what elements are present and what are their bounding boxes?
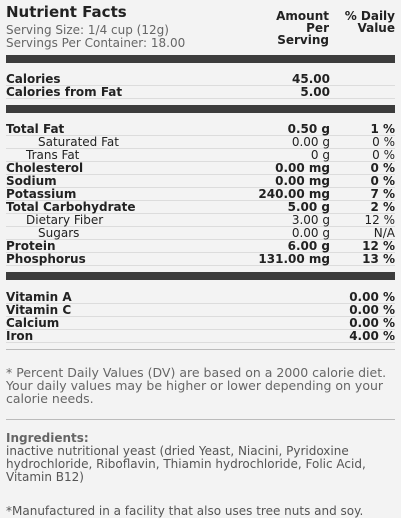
nutrient-name: Vitamin A	[6, 290, 72, 304]
amount: 5.00	[300, 85, 330, 99]
nutrient-name: Dietary Fiber	[26, 213, 104, 227]
amount: 45.00	[292, 72, 330, 86]
nutrient-row: Total Carbohydrate 5.00 g 2 %	[6, 201, 395, 214]
nutrient-name: Vitamin C	[6, 303, 72, 317]
footnote: * Percent Daily Values (DV) are based on…	[6, 365, 387, 406]
daily-value: 12 %	[362, 239, 395, 253]
nutrient-name: Phosphorus	[6, 252, 86, 266]
nutrient-row: Vitamin A 0.00 %	[6, 291, 395, 304]
nutrient-name: Potassium	[6, 187, 77, 201]
ingredients-label: Ingredients:	[6, 431, 89, 445]
ingredients: Ingredients: inactive nutritional yeast …	[6, 420, 395, 484]
nutrient-name: Total Carbohydrate	[6, 200, 136, 214]
nutrient-row: Phosphorus 131.00 mg 13 %	[6, 253, 395, 266]
nutrient-name: Sodium	[6, 174, 57, 188]
nutrient-row: Saturated Fat 0.00 g 0 %	[6, 136, 395, 149]
vitamins-section: Vitamin A 0.00 % Vitamin C 0.00 % Calcium 0…	[6, 280, 395, 349]
nutrient-row: Vitamin C 0.00 %	[6, 304, 395, 317]
nutrient-name: Cholesterol	[6, 161, 84, 175]
amount: 131.00 mg	[258, 252, 330, 266]
amount: 0.00 mg	[275, 174, 330, 188]
amount: 6.00 g	[287, 239, 330, 253]
amount: 0.00 g	[291, 226, 330, 240]
nutrient-row: Iron 4.00 %	[6, 330, 395, 343]
disclaimer: *Manufactured in a facility that also us…	[6, 504, 364, 518]
daily-value: 0.00 %	[349, 290, 395, 304]
amount: 240.00 mg	[258, 187, 330, 201]
nutrient-row: Calcium 0.00 %	[6, 317, 395, 330]
daily-value: 0 %	[372, 148, 395, 162]
nutrient-row: Calories from Fat 5.00	[6, 86, 395, 99]
daily-value: 2 %	[370, 200, 395, 214]
dv-heading: % Daily Value	[344, 9, 395, 35]
nutrient-row: Cholesterol 0.00 mg 0 %	[6, 162, 395, 175]
calories-section: Calories 45.00 Calories from Fat 5.00	[6, 63, 395, 105]
amount: 0.00 g	[291, 135, 330, 149]
amount-heading: Amount Per Serving	[276, 9, 329, 47]
nutrient-name: Calcium	[6, 316, 60, 330]
daily-value: 7 %	[370, 187, 395, 201]
nutrient-name: Protein	[6, 239, 56, 253]
ingredients-text: inactive nutritional yeast (dried Yeast,…	[6, 444, 366, 484]
nutrient-row: Dietary Fiber 3.00 g 12 %	[6, 214, 395, 227]
daily-value: 0 %	[372, 135, 395, 149]
nutrient-name: Total Fat	[6, 122, 65, 136]
daily-value: 13 %	[362, 252, 395, 266]
label-header: Nutrient Facts Serving Size: 1/4 cup (12…	[6, 0, 395, 55]
nutrient-row: Total Fat 0.50 g 1 %	[6, 123, 395, 136]
daily-value: N/A	[373, 226, 395, 240]
daily-value: 4.00 %	[349, 329, 395, 343]
divider-bar	[6, 55, 395, 63]
amount: 3.00 g	[291, 213, 330, 227]
amount: 0.00 mg	[275, 161, 330, 175]
daily-value: 0.00 %	[349, 316, 395, 330]
divider-bar	[6, 272, 395, 280]
divider-bar	[6, 105, 395, 113]
amount: 5.00 g	[287, 200, 330, 214]
nutrient-name: Saturated Fat	[38, 135, 119, 149]
nutrient-row: Calories 45.00	[6, 73, 395, 86]
nutrient-row: Protein 6.00 g 12 %	[6, 240, 395, 253]
daily-value: 12 %	[364, 213, 396, 227]
nutrient-name: Iron	[6, 329, 34, 343]
nutrient-row: Trans Fat 0 g 0 %	[6, 149, 395, 162]
serving-size: Serving Size: 1/4 cup (12g)	[6, 23, 169, 37]
divider-line	[6, 419, 395, 420]
nutrient-name: Calories from Fat	[6, 85, 123, 99]
nutrient-name: Calories	[6, 72, 61, 86]
title: Nutrient Facts	[6, 3, 127, 21]
nutrient-row: Sugars 0.00 g N/A	[6, 227, 395, 240]
daily-value: 0.00 %	[349, 303, 395, 317]
daily-value: 1 %	[370, 122, 395, 136]
amount: 0.50 g	[287, 122, 330, 136]
daily-value: 0 %	[370, 161, 395, 175]
servings-per-container: Servings Per Container: 18.00	[6, 36, 186, 50]
daily-value: 0 %	[370, 174, 395, 188]
nutrient-row: Potassium 240.00 mg 7 %	[6, 188, 395, 201]
nutrient-row: Sodium 0.00 mg 0 %	[6, 175, 395, 188]
amount: 0 g	[310, 148, 330, 162]
nutrient-name: Trans Fat	[26, 148, 80, 162]
divider-line	[6, 349, 395, 350]
nutrient-name: Sugars	[38, 226, 80, 240]
